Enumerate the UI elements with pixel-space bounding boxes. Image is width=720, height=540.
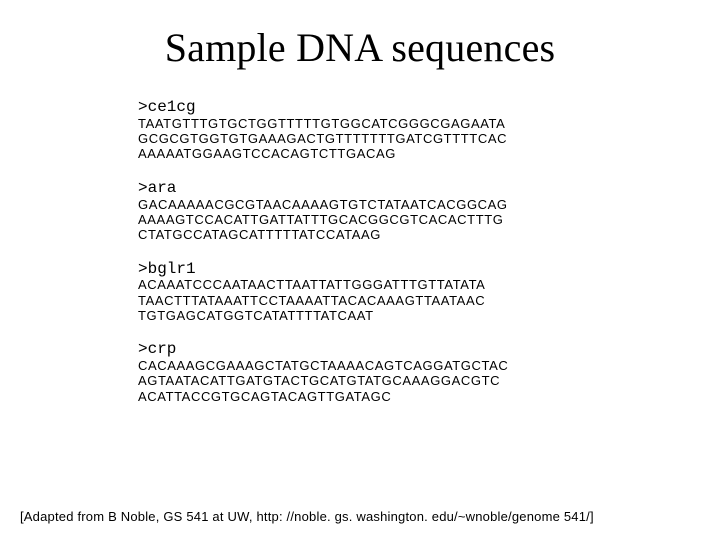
- sequence-lines: GACAAAAACGCGTAACAAAAGTGTCTATAATCACGGCAG …: [138, 197, 594, 243]
- sequence-header: >ara: [138, 180, 594, 197]
- sequence-body: >ce1cg TAATGTTTGTGCTGGTTTTTGTGGCATCGGGCG…: [138, 99, 594, 404]
- slide-title: Sample DNA sequences: [36, 24, 684, 71]
- sequence-entry: >ara GACAAAAACGCGTAACAAAAGTGTCTATAATCACG…: [138, 180, 594, 243]
- sequence-entry: >ce1cg TAATGTTTGTGCTGGTTTTTGTGGCATCGGGCG…: [138, 99, 594, 162]
- sequence-header: >ce1cg: [138, 99, 594, 116]
- sequence-entry: >crp CACAAAGCGAAAGCTATGCTAAAACAGTCAGGATG…: [138, 341, 594, 404]
- slide: Sample DNA sequences >ce1cg TAATGTTTGTGC…: [0, 0, 720, 540]
- sequence-lines: TAATGTTTGTGCTGGTTTTTGTGGCATCGGGCGAGAATA …: [138, 116, 594, 162]
- sequence-header: >bglr1: [138, 261, 594, 278]
- sequence-lines: CACAAAGCGAAAGCTATGCTAAAACAGTCAGGATGCTAC …: [138, 358, 594, 404]
- sequence-header: >crp: [138, 341, 594, 358]
- sequence-entry: >bglr1 ACAAATCCCAATAACTTAATTATTGGGATTTGT…: [138, 261, 594, 324]
- sequence-lines: ACAAATCCCAATAACTTAATTATTGGGATTTGTTATATA …: [138, 277, 594, 323]
- attribution-text: [Adapted from B Noble, GS 541 at UW, htt…: [20, 509, 594, 524]
